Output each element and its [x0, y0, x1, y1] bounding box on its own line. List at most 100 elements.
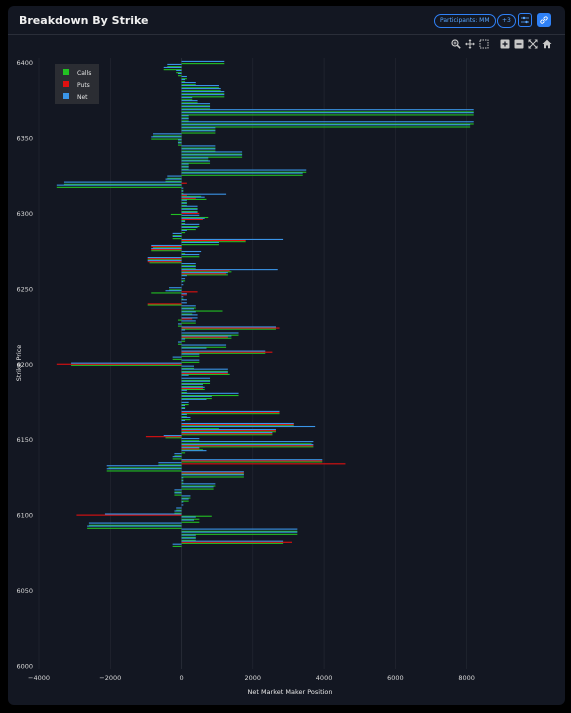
calls-bar [181, 132, 216, 134]
net-bar [106, 468, 182, 470]
calls-bar [181, 129, 216, 131]
calls-bar [181, 539, 196, 541]
calls-bar [172, 545, 182, 547]
puts-bar [181, 336, 228, 338]
net-bar [181, 344, 227, 346]
net-bar [181, 269, 278, 271]
participants-count-badge[interactable]: +3 [497, 14, 516, 28]
calls-bar [181, 93, 225, 95]
chart-legend: Calls Puts Net [55, 64, 99, 104]
net-bar [181, 338, 186, 340]
calls-bar [181, 159, 209, 161]
x-tick-label: −2000 [99, 674, 121, 682]
net-bar [181, 392, 239, 394]
net-bar [181, 377, 211, 379]
net-bar [181, 100, 198, 102]
calls-bar [151, 138, 182, 140]
calls-bar [174, 494, 182, 496]
y-tick-label: 6350 [16, 134, 33, 142]
participants-filter-button[interactable]: Participants: MM [434, 14, 496, 28]
calls-bar [181, 147, 216, 149]
settings-sliders-button[interactable] [518, 13, 532, 27]
calls-bar [151, 250, 182, 252]
calls-bar [165, 437, 182, 439]
net-bar [181, 157, 209, 159]
calls-bar [88, 524, 182, 526]
net-bar [63, 181, 182, 183]
puts-bar [145, 436, 182, 438]
calls-bar [181, 81, 186, 83]
calls-bar [181, 446, 314, 448]
net-bar [181, 428, 276, 431]
net-bar [181, 299, 187, 301]
y-tick-label: 6300 [16, 210, 33, 218]
calls-bar [181, 328, 276, 330]
legend-swatch-net [63, 93, 69, 99]
calls-bar [181, 165, 189, 167]
puts-bar [181, 445, 314, 447]
puts-bar [76, 514, 182, 516]
puts-bar [181, 372, 228, 374]
box-select-icon[interactable] [479, 39, 489, 49]
calls-bar [147, 259, 182, 261]
pan-icon[interactable] [465, 39, 475, 49]
calls-bar [181, 434, 273, 436]
calls-bar [181, 195, 202, 197]
autoscale-icon[interactable] [528, 39, 538, 49]
net-bar [181, 154, 243, 156]
calls-bar [172, 238, 182, 240]
net-bar [181, 278, 186, 280]
net-bar [181, 199, 187, 201]
calls-bar [87, 527, 182, 529]
home-icon[interactable] [542, 39, 552, 49]
calls-bar [181, 476, 244, 478]
net-bar [181, 519, 195, 521]
zoom-minus-icon[interactable] [514, 39, 524, 49]
calls-bar [181, 449, 203, 451]
net-bar [181, 302, 187, 304]
calls-bar [149, 262, 182, 264]
calls-bar [176, 509, 182, 511]
net-bar [181, 190, 184, 192]
calls-bar [181, 394, 239, 397]
net-bar [181, 94, 225, 96]
calls-bar [106, 470, 182, 472]
net-bar [147, 260, 182, 262]
calls-bar [174, 455, 182, 457]
calls-bar [108, 467, 182, 469]
calls-bar [181, 265, 196, 267]
calls-bar [181, 156, 243, 158]
puts-bar [181, 463, 346, 465]
calls-bar [181, 352, 266, 354]
calls-bar [181, 497, 191, 499]
net-bar [181, 187, 184, 189]
net-bar [106, 465, 182, 467]
net-bar [181, 501, 184, 503]
net-bar [181, 311, 196, 313]
legend-label-calls: Calls [77, 70, 91, 77]
calls-bar [181, 367, 195, 369]
net-bar [181, 432, 273, 434]
legend-swatch-calls [63, 69, 69, 75]
x-tick-label: 2000 [245, 674, 262, 682]
net-bar [167, 175, 182, 177]
x-tick-label: 4000 [316, 674, 333, 682]
zoom-in-icon[interactable] [451, 39, 461, 49]
net-bar [181, 305, 196, 307]
net-bar [181, 441, 314, 443]
net-bar [181, 308, 195, 310]
net-bar [177, 323, 182, 325]
calls-bar [181, 102, 198, 104]
zoom-plus-icon[interactable] [500, 39, 510, 49]
share-link-button[interactable] [537, 13, 551, 27]
net-bar [181, 477, 184, 479]
puts-bar [181, 294, 187, 296]
net-bar [181, 151, 243, 153]
calls-bar [181, 313, 193, 315]
y-tick-label: 6250 [16, 285, 33, 293]
net-bar [181, 320, 196, 322]
net-bar [88, 522, 182, 524]
calls-bar [181, 533, 298, 535]
calls-bar [181, 253, 186, 255]
calls-bar [181, 310, 223, 312]
